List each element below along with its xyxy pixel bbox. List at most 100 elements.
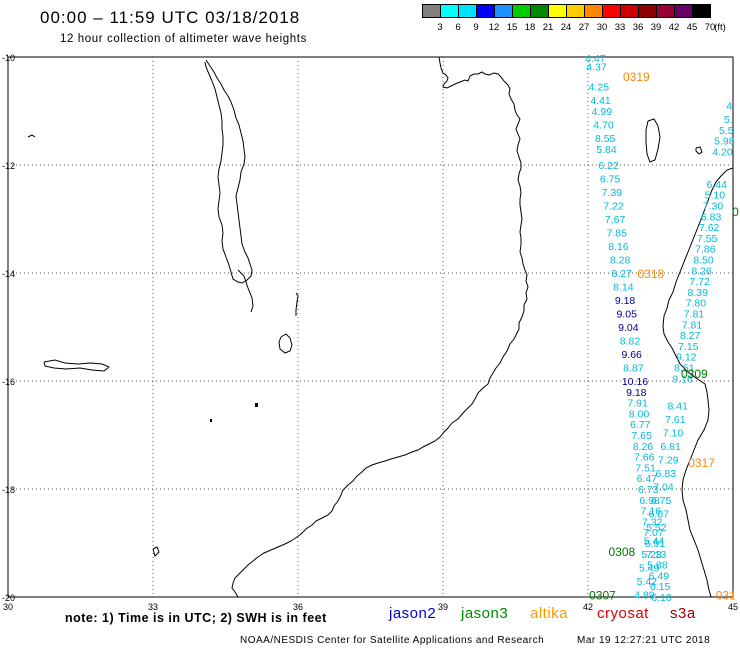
legend-unit: (ft) [714, 22, 726, 33]
swh-value-label: 4.25 [589, 82, 610, 94]
legend-tick-label: 12 [488, 22, 500, 33]
coastline-madagascar [662, 167, 734, 598]
swh-value-label: 8.51 [674, 363, 695, 375]
pass-id-label: 0307 [589, 588, 616, 602]
swh-value-label: 7.81 [684, 309, 705, 321]
swh-value-label: 5.23 [641, 549, 662, 561]
swh-value-label: 7.07 [643, 527, 664, 539]
swh-value-label: 7.86 [695, 244, 716, 256]
swh-value-label: 4.70 [593, 120, 614, 132]
swh-value-label: 9.05 [616, 309, 637, 321]
island-outline [27, 134, 36, 138]
lon-label: 42 [583, 602, 593, 612]
swh-value-label: 7.72 [689, 276, 710, 288]
pass-id-label: 031 [716, 588, 736, 602]
legend-tick-label: 6 [455, 22, 461, 33]
swh-value-label: 8.00 [629, 408, 650, 420]
swh-value-label: 6.47 [637, 473, 658, 485]
legend-swatch [692, 4, 711, 18]
swh-value-label: 5.84 [596, 144, 617, 156]
footer-timestamp: Mar 19 12:27:21 UTC 2018 [577, 635, 711, 646]
swh-value-label: 6.22 [598, 160, 619, 172]
swh-value-label: 4.37 [586, 62, 607, 74]
swh-value-label: 6.77 [630, 419, 651, 431]
lake-outline-small [278, 333, 293, 354]
legend-tick-label: 18 [524, 22, 536, 33]
coastline-mainland [231, 56, 529, 598]
lon-label: 33 [148, 602, 158, 612]
island-outline [695, 146, 703, 155]
map-frame [7, 56, 734, 598]
swh-value-label: 4.89 [634, 589, 655, 601]
swh-value-label: 7.65 [631, 430, 652, 442]
swh-value-label: 5.42 [637, 576, 658, 588]
swh-value-label: 5.10 [705, 190, 726, 202]
swh-value-label: 4.99 [592, 106, 613, 118]
legend-tick-label: 33 [614, 22, 626, 33]
swh-value-label: 9.18 [615, 295, 636, 307]
swh-value-label: 6.15 [650, 581, 671, 593]
swh-value-label: 8.27 [612, 268, 633, 280]
swh-value-label: 8.26 [633, 441, 654, 453]
header-subtitle: 12 hour collection of altimeter wave hei… [60, 33, 307, 45]
swh-value-label: 8.14 [613, 282, 634, 294]
swh-value-label: 10.16 [622, 376, 648, 388]
swh-value-label: 6.91 [645, 538, 666, 550]
swh-value-label: 4. [726, 101, 735, 113]
legend-tick-label: 15 [506, 22, 518, 33]
swh-value-label: 7.32 [642, 516, 663, 528]
river-outline [295, 292, 299, 316]
swh-value-label: 9.18 [626, 387, 647, 399]
swh-value-label: 5.44 [644, 535, 665, 547]
swh-value-label: 8.41 [668, 400, 689, 412]
swh-value-label: 6.07 [648, 508, 669, 520]
legend-tick-label: 36 [632, 22, 644, 33]
swh-value-label: 5.49 [639, 562, 660, 574]
legend-tick-label: 9 [473, 22, 479, 33]
swh-value-label: 7.10 [663, 427, 684, 439]
lon-label: 39 [438, 602, 448, 612]
swh-value-label: 8.16 [608, 241, 629, 253]
color-legend: 3 6 9 12 15 18 21 24 27 30 33 36 39 42 45 70 (ft) [422, 4, 732, 40]
legend-tick-label: 30 [596, 22, 608, 33]
swh-value-label: 8.87 [623, 363, 644, 375]
legend-tick-label: 39 [650, 22, 662, 33]
swh-value-label: 8.50 [693, 255, 714, 267]
legend-tick-label: 45 [686, 22, 698, 33]
swh-value-label: 7.04 [653, 481, 674, 493]
pass-id-label: 0318 [637, 267, 664, 281]
lat-label: -20 [2, 593, 15, 603]
island-outline [645, 118, 661, 163]
swh-value-label: 7.81 [682, 319, 703, 331]
swh-value-label: 7.61 [665, 414, 686, 426]
island-outline [152, 546, 160, 557]
lon-label: 30 [3, 602, 13, 612]
swh-value-label: 8.27 [680, 330, 701, 342]
swh-value-label: 7.91 [627, 398, 648, 410]
swh-value-label: 7.16 [641, 506, 662, 518]
swh-value-label: 7.67 [605, 214, 626, 226]
swh-value-label: 9.04 [618, 322, 639, 334]
lake-outline-south [237, 269, 254, 313]
island-outline [210, 419, 212, 422]
swh-value-label: 8.39 [688, 287, 709, 299]
legend-tick-label: 27 [578, 22, 590, 33]
swh-value-label: 6.49 [649, 570, 670, 582]
swh-value-label: 4.20 [712, 147, 733, 159]
swh-value-label: 6.75 [600, 174, 621, 186]
swh-value-label: 7.29 [658, 454, 679, 466]
mission-jason2: jason2 [389, 605, 437, 622]
swh-value-label: 6.98 [639, 495, 660, 507]
lat-label: -12 [2, 161, 15, 171]
legend-tick-label: 24 [560, 22, 572, 33]
pass-id-label: 0317 [688, 456, 715, 470]
swh-value-label: 6.75 [651, 495, 672, 507]
footer-org: NOAA/NESDIS Center for Satellite Applica… [240, 635, 545, 646]
lake-outline-small [43, 359, 110, 372]
mission-s3a: s3a [670, 605, 696, 622]
swh-value-label: 7.13 [646, 549, 667, 561]
mission-cryosat: cryosat [597, 605, 649, 622]
swh-value-label: 6.83 [656, 468, 677, 480]
swh-value-label: 6.44 [707, 179, 728, 191]
